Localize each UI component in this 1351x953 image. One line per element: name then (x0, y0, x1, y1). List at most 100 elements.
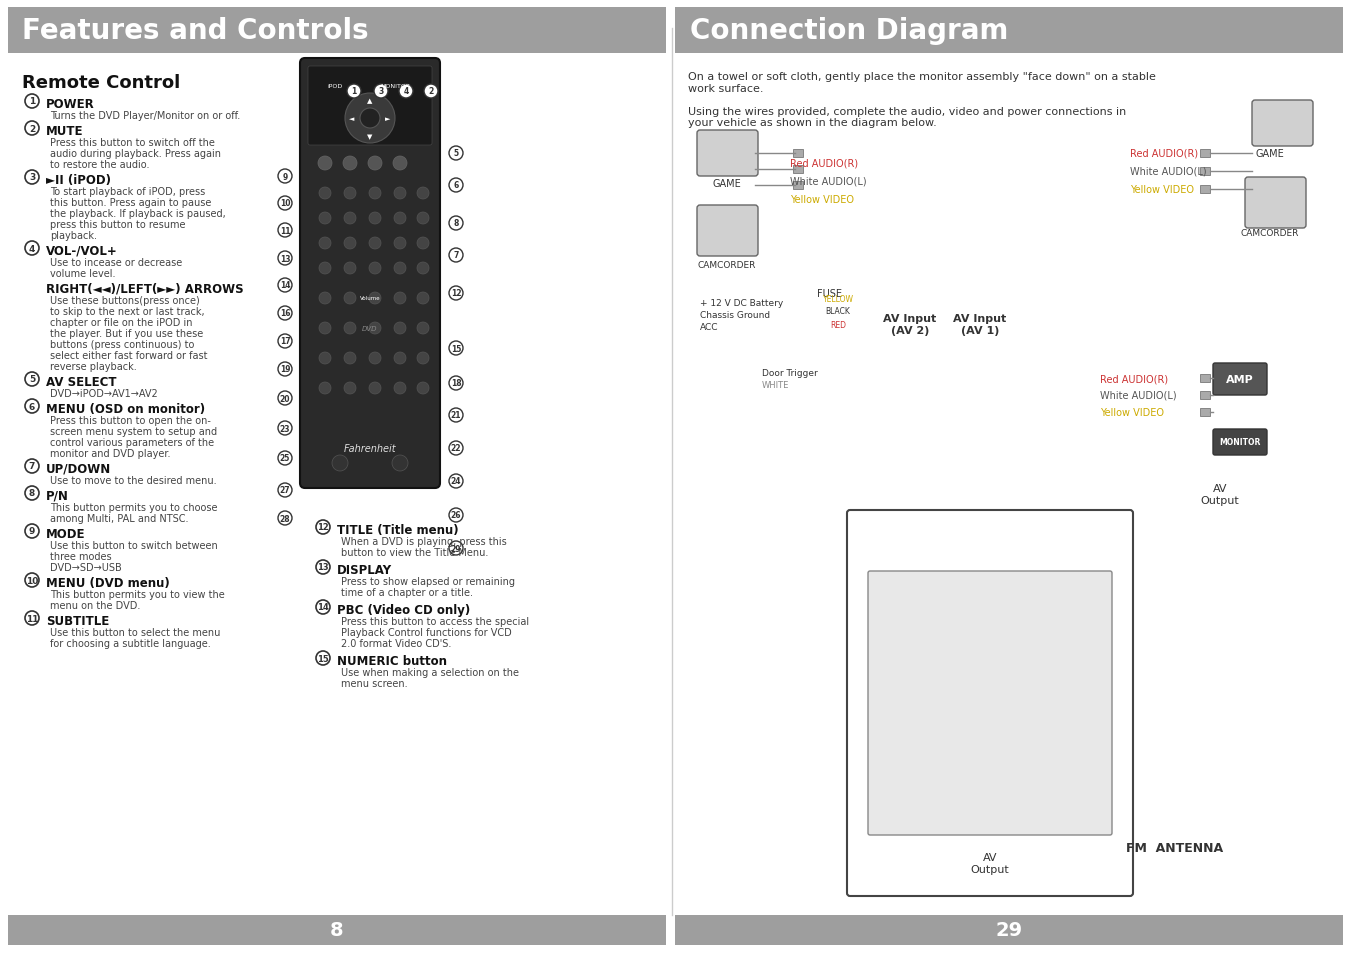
Circle shape (417, 237, 430, 250)
Text: Chassis Ground: Chassis Ground (700, 312, 770, 320)
Text: button to view the Title Menu.: button to view the Title Menu. (340, 547, 488, 558)
Circle shape (394, 213, 407, 225)
Text: Press this button to access the special: Press this button to access the special (340, 617, 530, 626)
Circle shape (343, 157, 357, 171)
Text: Use to move to the desired menu.: Use to move to the desired menu. (50, 476, 216, 485)
Text: AV SELECT: AV SELECT (46, 375, 116, 389)
Text: VOL-/VOL+: VOL-/VOL+ (46, 245, 118, 257)
Text: White AUDIO(L): White AUDIO(L) (1129, 167, 1206, 177)
Text: MODE: MODE (46, 527, 85, 540)
Text: Yellow VIDEO: Yellow VIDEO (1100, 408, 1165, 417)
Text: 29: 29 (996, 921, 1023, 940)
Circle shape (369, 323, 381, 335)
Text: Fahrenheit: Fahrenheit (343, 443, 396, 454)
FancyBboxPatch shape (793, 166, 802, 173)
Text: 6: 6 (28, 402, 35, 411)
Circle shape (392, 456, 408, 472)
Text: 16: 16 (280, 309, 290, 318)
Circle shape (394, 382, 407, 395)
Circle shape (345, 188, 357, 200)
Circle shape (278, 512, 292, 525)
Text: Features and Controls: Features and Controls (22, 17, 369, 45)
Text: PBC (Video CD only): PBC (Video CD only) (336, 603, 470, 617)
FancyBboxPatch shape (793, 182, 802, 190)
Text: 6: 6 (454, 181, 458, 191)
FancyBboxPatch shape (8, 915, 666, 945)
Text: to restore the audio.: to restore the audio. (50, 160, 150, 170)
Text: Turns the DVD Player/Monitor on or off.: Turns the DVD Player/Monitor on or off. (50, 111, 240, 121)
Circle shape (369, 213, 381, 225)
Text: screen menu system to setup and: screen menu system to setup and (50, 427, 218, 436)
Text: chapter or file on the iPOD in: chapter or file on the iPOD in (50, 317, 192, 328)
FancyBboxPatch shape (1246, 178, 1306, 229)
Text: the player. But if you use these: the player. But if you use these (50, 329, 203, 338)
Text: MUTE: MUTE (46, 125, 84, 138)
Text: ►II (iPOD): ►II (iPOD) (46, 173, 111, 187)
Text: White AUDIO(L): White AUDIO(L) (790, 177, 866, 187)
Circle shape (359, 109, 380, 129)
Text: DVD→iPOD→AV1→AV2: DVD→iPOD→AV1→AV2 (50, 389, 158, 398)
Circle shape (449, 475, 463, 489)
Circle shape (345, 323, 357, 335)
Text: Use when making a selection on the: Use when making a selection on the (340, 667, 519, 678)
Text: 4: 4 (404, 88, 408, 96)
Circle shape (417, 263, 430, 274)
Circle shape (345, 353, 357, 365)
Circle shape (345, 237, 357, 250)
FancyBboxPatch shape (676, 915, 1343, 945)
Text: BLACK: BLACK (825, 307, 850, 316)
Circle shape (278, 363, 292, 376)
Text: 23: 23 (280, 424, 290, 433)
Text: 1: 1 (351, 88, 357, 96)
Text: When a DVD is playing, press this: When a DVD is playing, press this (340, 537, 507, 546)
Text: buttons (press continuous) to: buttons (press continuous) to (50, 339, 195, 350)
Circle shape (26, 95, 39, 109)
Text: WHITE: WHITE (762, 381, 789, 390)
Text: UP/DOWN: UP/DOWN (46, 462, 111, 476)
Circle shape (26, 399, 39, 414)
Text: ACC: ACC (700, 323, 719, 333)
Text: CAMCORDER: CAMCORDER (1240, 230, 1300, 238)
Text: 28: 28 (280, 514, 290, 523)
Circle shape (369, 263, 381, 274)
Text: control various parameters of the: control various parameters of the (50, 437, 213, 448)
Text: Use to incease or decrease: Use to incease or decrease (50, 257, 182, 268)
Text: To start playback of iPOD, press: To start playback of iPOD, press (50, 187, 205, 196)
Text: 12: 12 (451, 289, 461, 298)
Text: Red AUDIO(R): Red AUDIO(R) (1129, 149, 1198, 159)
FancyBboxPatch shape (1200, 150, 1210, 158)
Text: Use these buttons(press once): Use these buttons(press once) (50, 295, 200, 306)
Text: 20: 20 (280, 395, 290, 403)
Circle shape (319, 323, 331, 335)
Text: RED: RED (830, 320, 846, 329)
FancyBboxPatch shape (697, 131, 758, 177)
Text: MONITOR: MONITOR (1220, 438, 1260, 447)
Text: 10: 10 (280, 199, 290, 209)
Circle shape (449, 287, 463, 301)
Text: Press to show elapsed or remaining: Press to show elapsed or remaining (340, 577, 515, 586)
Text: 11: 11 (280, 226, 290, 235)
Circle shape (319, 213, 331, 225)
Circle shape (26, 486, 39, 500)
Circle shape (369, 353, 381, 365)
Text: White AUDIO(L): White AUDIO(L) (1100, 391, 1177, 400)
Text: 27: 27 (280, 486, 290, 495)
Text: 19: 19 (280, 365, 290, 375)
Text: 13: 13 (317, 563, 328, 572)
Text: This button permits you to choose: This button permits you to choose (50, 502, 218, 513)
Text: This button permits you to view the: This button permits you to view the (50, 589, 224, 599)
FancyBboxPatch shape (1200, 392, 1210, 399)
Circle shape (394, 237, 407, 250)
Circle shape (417, 382, 430, 395)
Circle shape (319, 293, 331, 305)
FancyBboxPatch shape (1200, 168, 1210, 175)
Circle shape (345, 382, 357, 395)
Text: 29: 29 (451, 544, 461, 553)
Text: 10: 10 (26, 576, 38, 585)
Circle shape (278, 196, 292, 211)
Circle shape (26, 612, 39, 625)
Text: MENU (OSD on monitor): MENU (OSD on monitor) (46, 402, 205, 416)
Circle shape (424, 85, 438, 99)
Text: Press this button to switch off the: Press this button to switch off the (50, 138, 215, 148)
Circle shape (449, 179, 463, 193)
